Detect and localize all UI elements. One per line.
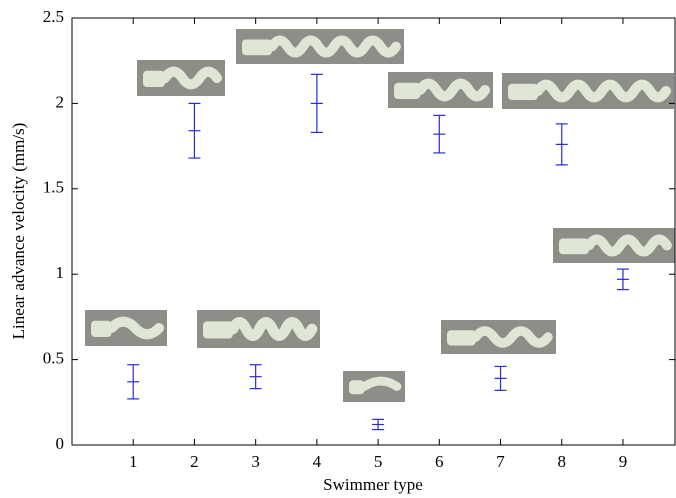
y-tick-label: 2	[56, 92, 65, 111]
y-axis-label: Linear advance velocity (mm/s)	[9, 123, 28, 340]
x-tick-label: 7	[496, 452, 505, 471]
photo-tail	[233, 322, 312, 335]
y-tick-label: 1.5	[43, 178, 64, 197]
x-tick-label: 2	[190, 452, 199, 471]
y-tick-label: 0.5	[43, 349, 64, 368]
x-tick-label: 8	[557, 452, 566, 471]
x-tick-label: 5	[374, 452, 383, 471]
x-axis-label: Swimmer type	[323, 475, 423, 494]
x-tick-label: 4	[313, 452, 322, 471]
y-tick-label: 2.5	[43, 7, 64, 26]
swimmer-photos	[85, 29, 675, 402]
x-tick-label: 3	[251, 452, 260, 471]
y-tick-label: 1	[56, 263, 65, 282]
x-tick-label: 1	[129, 452, 138, 471]
x-tick-label: 6	[435, 452, 444, 471]
y-tick-label: 0	[56, 434, 65, 453]
x-tick-label: 9	[619, 452, 628, 471]
chart: Swimmer type Linear advance velocity (mm…	[0, 0, 676, 498]
